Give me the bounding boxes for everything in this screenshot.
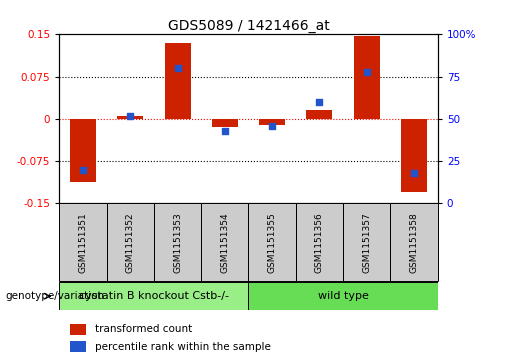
- Bar: [59, 203, 107, 281]
- Point: [174, 65, 182, 71]
- Text: GSM1151352: GSM1151352: [126, 212, 135, 273]
- Bar: [70, 341, 86, 352]
- Bar: [248, 203, 296, 281]
- Text: GSM1151354: GSM1151354: [220, 212, 229, 273]
- Text: genotype/variation: genotype/variation: [5, 291, 104, 301]
- Point: [79, 167, 87, 172]
- Bar: [306, 110, 333, 119]
- Text: wild type: wild type: [318, 291, 369, 301]
- Bar: [107, 203, 154, 281]
- Bar: [259, 119, 285, 125]
- Text: GSM1151351: GSM1151351: [78, 212, 88, 273]
- Text: GSM1151358: GSM1151358: [409, 212, 419, 273]
- Bar: [401, 119, 427, 192]
- Text: GSM1151355: GSM1151355: [268, 212, 277, 273]
- Point: [126, 113, 134, 118]
- Bar: [164, 43, 191, 119]
- Bar: [296, 203, 343, 281]
- Bar: [343, 203, 390, 281]
- Point: [410, 170, 418, 176]
- Bar: [70, 119, 96, 182]
- Point: [363, 69, 371, 74]
- Bar: [201, 203, 248, 281]
- Text: cystatin B knockout Cstb-/-: cystatin B knockout Cstb-/-: [79, 291, 229, 301]
- Bar: [390, 203, 438, 281]
- Bar: [154, 203, 201, 281]
- Point: [221, 128, 229, 134]
- Text: percentile rank within the sample: percentile rank within the sample: [95, 342, 271, 352]
- Bar: [212, 119, 238, 127]
- Text: GSM1151353: GSM1151353: [173, 212, 182, 273]
- Bar: [59, 282, 248, 310]
- Point: [268, 123, 276, 129]
- Text: GSM1151357: GSM1151357: [362, 212, 371, 273]
- Bar: [70, 324, 86, 335]
- Text: GSM1151356: GSM1151356: [315, 212, 324, 273]
- Bar: [117, 116, 143, 119]
- Title: GDS5089 / 1421466_at: GDS5089 / 1421466_at: [167, 20, 330, 33]
- Bar: [354, 36, 380, 119]
- Text: transformed count: transformed count: [95, 324, 193, 334]
- Point: [315, 99, 323, 105]
- Bar: [248, 282, 438, 310]
